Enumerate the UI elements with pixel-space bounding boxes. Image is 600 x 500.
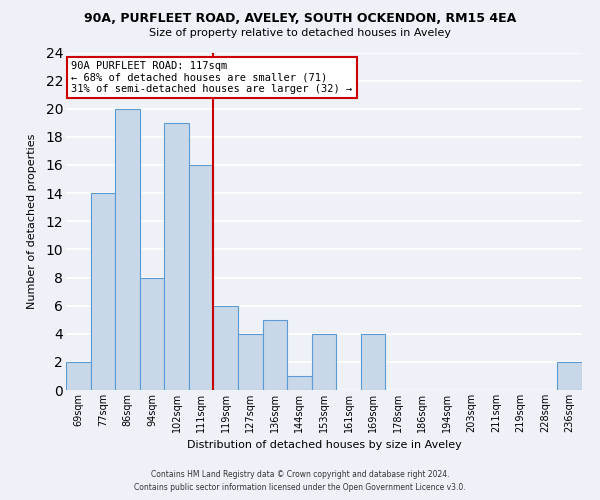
Bar bbox=[238, 334, 263, 390]
Bar bbox=[361, 334, 385, 390]
Bar bbox=[164, 123, 189, 390]
X-axis label: Distribution of detached houses by size in Aveley: Distribution of detached houses by size … bbox=[187, 440, 461, 450]
Text: 90A, PURFLEET ROAD, AVELEY, SOUTH OCKENDON, RM15 4EA: 90A, PURFLEET ROAD, AVELEY, SOUTH OCKEND… bbox=[84, 12, 516, 26]
Bar bbox=[557, 362, 582, 390]
Bar bbox=[189, 165, 214, 390]
Bar bbox=[312, 334, 336, 390]
Bar bbox=[287, 376, 312, 390]
Bar bbox=[91, 193, 115, 390]
Text: Contains HM Land Registry data © Crown copyright and database right 2024.
Contai: Contains HM Land Registry data © Crown c… bbox=[134, 470, 466, 492]
Text: 90A PURFLEET ROAD: 117sqm
← 68% of detached houses are smaller (71)
31% of semi-: 90A PURFLEET ROAD: 117sqm ← 68% of detac… bbox=[71, 61, 352, 94]
Bar bbox=[214, 306, 238, 390]
Text: Size of property relative to detached houses in Aveley: Size of property relative to detached ho… bbox=[149, 28, 451, 38]
Bar bbox=[66, 362, 91, 390]
Y-axis label: Number of detached properties: Number of detached properties bbox=[27, 134, 37, 309]
Bar bbox=[140, 278, 164, 390]
Bar bbox=[115, 109, 140, 390]
Bar bbox=[263, 320, 287, 390]
